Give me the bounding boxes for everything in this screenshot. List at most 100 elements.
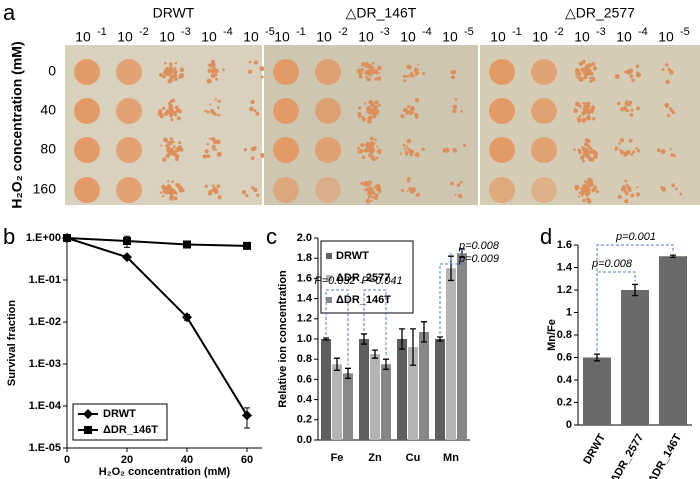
colony-spot <box>116 59 142 85</box>
colony <box>168 141 173 146</box>
colony <box>374 109 377 112</box>
colony-spot <box>74 98 100 124</box>
colony <box>361 115 365 119</box>
colony <box>402 143 406 147</box>
colony <box>365 71 369 75</box>
colony <box>164 61 167 65</box>
colony <box>213 187 217 191</box>
colony <box>360 181 364 185</box>
colony <box>172 69 175 72</box>
bar <box>397 339 407 440</box>
dilution-base: 10 <box>201 29 217 45</box>
colony <box>173 70 178 75</box>
colony <box>635 147 639 150</box>
colony <box>580 155 585 160</box>
colony <box>619 150 625 155</box>
marker <box>63 234 71 242</box>
colony <box>400 114 405 119</box>
y-axis-label: Mn/Fe <box>546 319 558 351</box>
colony <box>636 106 640 111</box>
colony <box>587 117 590 121</box>
colony <box>580 187 584 191</box>
colony <box>217 195 222 200</box>
colony <box>361 155 366 160</box>
colony <box>456 183 461 187</box>
colony <box>590 157 595 162</box>
colony <box>586 187 591 192</box>
colony <box>170 194 174 199</box>
colony <box>666 113 671 118</box>
legend-label: DRWT <box>336 250 369 262</box>
x-tick-label: 0 <box>64 454 70 466</box>
colony <box>162 74 167 79</box>
colony <box>619 107 625 112</box>
dilution-base: 10 <box>243 29 259 45</box>
colony <box>164 190 170 195</box>
dilution-base: 10 <box>574 29 590 45</box>
colony <box>585 101 591 106</box>
error-bar <box>437 336 443 342</box>
colony-spot <box>74 59 100 85</box>
colony <box>592 150 596 154</box>
colony <box>460 109 463 113</box>
colony <box>159 191 163 194</box>
colony <box>589 179 594 184</box>
y-axis-label: H₂O₂ concentration (mM) <box>9 41 25 208</box>
colony <box>207 68 212 73</box>
colony <box>364 75 368 79</box>
colony <box>578 76 582 81</box>
colony <box>160 144 163 147</box>
colony <box>619 148 622 151</box>
dilution-base: 10 <box>490 29 506 45</box>
colony <box>575 187 579 191</box>
p-value: P=0.041 <box>361 275 402 287</box>
colony <box>374 196 378 201</box>
colony <box>170 108 174 112</box>
colony <box>583 75 588 80</box>
colony <box>215 148 218 151</box>
colony <box>374 193 379 198</box>
p-value: p=0.008 <box>458 240 500 252</box>
colony <box>370 199 373 202</box>
dilution-exponent: -5 <box>464 26 474 38</box>
colony <box>376 76 382 81</box>
colony <box>365 143 369 147</box>
colony <box>626 104 630 107</box>
colony <box>403 79 407 83</box>
colony <box>365 198 371 204</box>
colony <box>671 183 676 188</box>
row-label: 80 <box>40 141 56 157</box>
y-tick-label: 0.2 <box>297 414 312 426</box>
colony <box>406 64 411 70</box>
colony <box>253 109 257 113</box>
colony-spot <box>489 137 515 163</box>
colony <box>409 187 413 191</box>
colony <box>631 78 635 83</box>
strain-header: △DR_146T <box>346 5 417 21</box>
colony <box>404 150 408 154</box>
y-tick-label: 1.2 <box>297 313 312 325</box>
colony <box>442 148 446 151</box>
colony-spot <box>273 59 299 85</box>
strain-header: DRWT <box>153 5 195 21</box>
significance-bracket <box>596 244 674 352</box>
colony-spot <box>531 98 557 124</box>
marker <box>122 252 132 263</box>
dilution-base: 10 <box>316 29 332 45</box>
colony <box>368 72 372 76</box>
colony <box>581 159 585 163</box>
colony <box>591 111 594 114</box>
colony <box>374 77 378 81</box>
legend-label: DRWT <box>103 408 136 420</box>
colony <box>675 187 678 191</box>
colony <box>586 138 591 144</box>
error-bar <box>670 254 676 259</box>
colony <box>214 98 217 101</box>
bar <box>321 339 331 440</box>
y-axis-label: Survival fraction <box>6 300 18 386</box>
error-bar <box>421 321 427 343</box>
y-tick-label: 1.E-01 <box>29 274 61 286</box>
dilution-base: 10 <box>658 29 674 45</box>
colony <box>628 138 633 143</box>
colony <box>161 184 166 189</box>
